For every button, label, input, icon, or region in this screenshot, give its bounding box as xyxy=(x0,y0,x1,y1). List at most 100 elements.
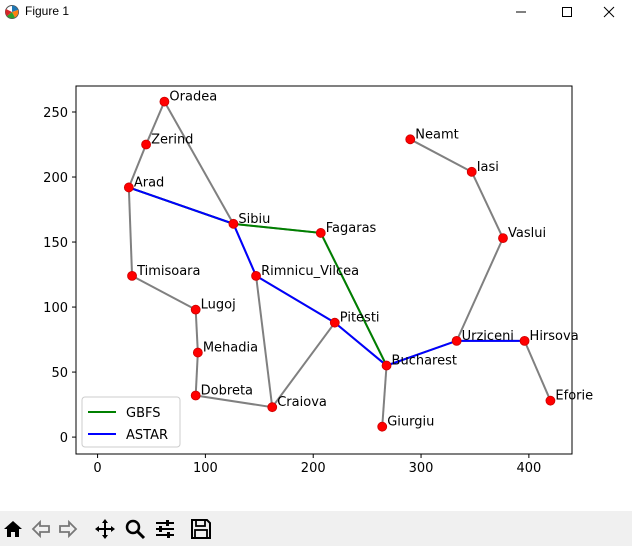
node-label-craiova: Craiova xyxy=(277,395,327,410)
zoom-icon xyxy=(125,519,146,540)
y-tick-label: 250 xyxy=(43,106,68,121)
edge-bucharest-giurgiu xyxy=(381,365,388,427)
forward-icon xyxy=(59,519,78,539)
node-point-timisoara xyxy=(127,270,137,281)
maximize-button[interactable] xyxy=(544,0,590,24)
node-point-zerind xyxy=(141,139,151,150)
axes-frame xyxy=(75,85,573,455)
minimize-button[interactable] xyxy=(498,0,544,24)
node-label-sibiu: Sibiu xyxy=(238,212,270,227)
x-tick-label: 400 xyxy=(516,461,541,476)
y-tick-label: 100 xyxy=(43,301,68,316)
node-point-eforie xyxy=(545,395,556,406)
edge-oradea-zerind xyxy=(145,101,166,145)
x-tick-label: 300 xyxy=(409,461,434,476)
node-label-neamt: Neamt xyxy=(415,127,458,142)
node-point-fagaras xyxy=(315,228,326,238)
edge-oradea-sibiu xyxy=(163,101,235,225)
node-label-fagaras: Fagaras xyxy=(326,221,377,236)
y-tick-label: 0 xyxy=(60,431,68,446)
home-button[interactable] xyxy=(0,516,26,542)
configure-subplots-button[interactable] xyxy=(152,516,178,542)
node-point-dobreta xyxy=(190,390,201,401)
forward-button[interactable] xyxy=(55,516,81,542)
node-point-rimnicu_vilcea xyxy=(251,270,261,281)
node-point-vaslui xyxy=(498,233,508,244)
figure-canvas[interactable]: Oradea Zerind Arad Timisoara Lugoj Mehadia Dob… xyxy=(0,24,632,506)
window-title: Figure 1 xyxy=(25,4,70,18)
edge-rimnicu_vilcea-craiova xyxy=(255,275,274,408)
node-label-timisoara: Timisoara xyxy=(136,264,200,279)
edge-vaslui-iasi xyxy=(470,171,504,239)
close-icon xyxy=(603,6,615,18)
node-label-zerind: Zerind xyxy=(151,133,193,148)
navigation-toolbar xyxy=(0,511,632,546)
y-tick-label: 150 xyxy=(43,236,68,251)
node-point-craiova xyxy=(267,402,278,413)
x-tick-label: 200 xyxy=(301,461,326,476)
home-icon xyxy=(4,521,22,537)
close-button[interactable] xyxy=(586,0,632,24)
x-tick-label: 100 xyxy=(193,461,218,476)
node-label-giurgiu: Giurgiu xyxy=(387,415,434,430)
edge-urziceni-vaslui xyxy=(455,237,504,342)
edge-hirsova-eforie xyxy=(523,340,552,402)
pan-icon xyxy=(95,519,115,539)
edge-mehadia-dobreta xyxy=(194,352,199,396)
node-point-mehadia xyxy=(192,347,203,358)
legend: GBFS ASTAR xyxy=(81,396,181,448)
node-point-pitesti xyxy=(329,317,340,328)
node-label-lugoj: Lugoj xyxy=(201,298,236,313)
node-point-sibiu xyxy=(228,218,239,229)
zoom-button[interactable] xyxy=(122,516,148,542)
matplotlib-logo-icon xyxy=(5,5,19,19)
x-tick-label: 0 xyxy=(93,461,101,476)
node-label-hirsova: Hirsova xyxy=(530,329,579,344)
node-label-eforie: Eforie xyxy=(555,389,593,404)
graph-nodes xyxy=(123,96,556,432)
back-icon xyxy=(31,519,50,539)
back-button[interactable] xyxy=(28,516,54,542)
node-label-dobreta: Dobreta xyxy=(201,383,253,398)
node-labels: Oradea Zerind Arad Timisoara Lugoj Mehadia Dob… xyxy=(134,90,593,430)
legend-label-gbfs: GBFS xyxy=(126,406,161,421)
plot-svg: Oradea Zerind Arad Timisoara Lugoj Mehadia Dob… xyxy=(43,85,593,476)
edge-arad-timisoara xyxy=(127,187,134,276)
save-button[interactable] xyxy=(188,516,214,542)
y-tick-label: 50 xyxy=(51,366,68,381)
node-point-bucharest xyxy=(381,360,392,371)
node-point-neamt xyxy=(405,134,416,145)
node-label-arad: Arad xyxy=(134,175,164,190)
y-tick-label: 200 xyxy=(43,171,68,186)
node-label-iasi: Iasi xyxy=(477,160,499,175)
save-icon xyxy=(191,519,211,539)
edge-dobreta-craiova xyxy=(195,394,273,409)
node-label-pitesti: Pitesti xyxy=(340,311,380,326)
configure-subplots-icon xyxy=(156,520,174,538)
node-point-giurgiu xyxy=(377,421,388,432)
minimize-icon xyxy=(516,11,526,13)
edge-lugoj-mehadia xyxy=(194,309,199,353)
edge-timisoara-lugoj xyxy=(131,274,197,311)
node-label-mehadia: Mehadia xyxy=(203,341,258,356)
node-label-urziceni: Urziceni xyxy=(462,329,514,344)
node-point-hirsova xyxy=(519,335,530,346)
title-bar: Figure 1 xyxy=(0,0,632,24)
node-point-arad xyxy=(123,182,134,193)
node-point-lugoj xyxy=(190,304,201,315)
node-point-urziceni xyxy=(451,335,462,346)
y-axis-ticks: 0 50 100 150 200 250 xyxy=(43,106,76,446)
node-point-oradea xyxy=(159,96,170,107)
node-label-bucharest: Bucharest xyxy=(392,354,457,369)
x-axis-ticks: 0 100 200 300 400 xyxy=(93,454,541,476)
node-label-vaslui: Vaslui xyxy=(508,226,546,241)
node-point-iasi xyxy=(466,166,477,177)
edge-craiova-pitesti xyxy=(271,322,336,408)
legend-label-astar: ASTAR xyxy=(126,428,168,443)
edge-zerind-arad xyxy=(127,144,148,188)
pan-button[interactable] xyxy=(92,516,118,542)
edge-iasi-neamt xyxy=(409,138,473,173)
node-label-rimnicu_vilcea: Rimnicu_Vilcea xyxy=(261,264,359,279)
maximize-icon xyxy=(562,7,572,17)
node-label-oradea: Oradea xyxy=(169,90,217,105)
